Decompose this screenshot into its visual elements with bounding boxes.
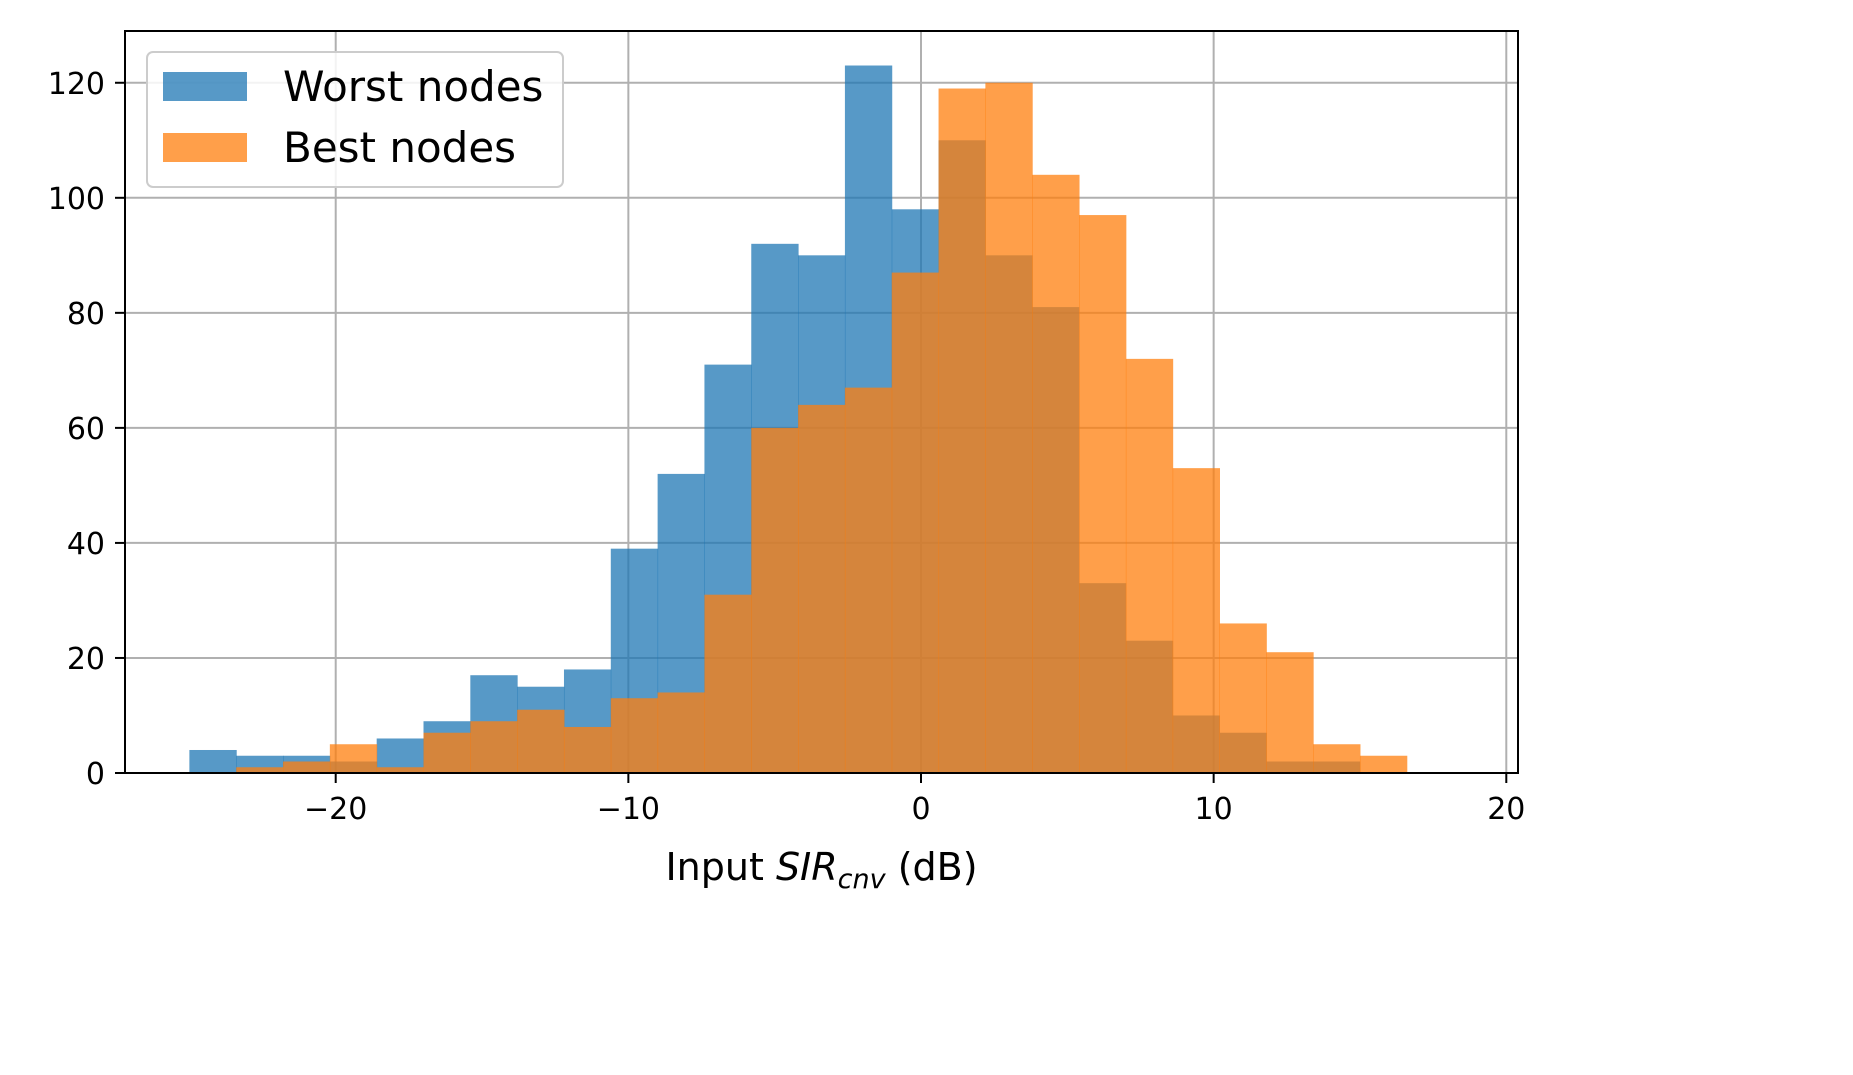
plot-frame <box>124 30 1519 774</box>
worst-nodes-bar-0 <box>189 749 237 773</box>
legend-label-best-nodes: Best nodes <box>283 123 516 172</box>
x-axis-label-main: SIR <box>776 845 838 889</box>
best-nodes-bar-22 <box>1266 652 1314 773</box>
axis-ticks: −20 −10 0 10 20 0 20 40 60 80 100 120 <box>48 67 1526 827</box>
best-nodes-bar-20 <box>1172 468 1220 773</box>
best-nodes-bar-14 <box>891 272 940 773</box>
x-tick-label-4: 20 <box>1487 792 1525 827</box>
best-nodes-bar-3 <box>376 767 424 773</box>
x-axis-label: Input SIRcnv (dB) <box>665 845 977 895</box>
best-nodes-bar-19 <box>1125 358 1174 773</box>
best-nodes-bar-5 <box>470 721 518 773</box>
legend-swatch-best-nodes <box>163 133 247 162</box>
best-nodes-bar-10 <box>704 594 752 773</box>
best-nodes-bar-8 <box>610 698 659 773</box>
legend-label-worst-nodes: Worst nodes <box>283 62 543 111</box>
x-axis-label-suffix: (dB) <box>886 845 978 889</box>
y-tick-label-3: 60 <box>67 412 105 447</box>
legend: Worst nodes Best nodes <box>146 51 564 188</box>
legend-swatch-worst-nodes <box>163 72 247 101</box>
x-tick-label-3: 10 <box>1195 792 1233 827</box>
best-nodes-bar-17 <box>1032 174 1080 773</box>
histogram-bars <box>189 65 1408 774</box>
best-nodes-bar-12 <box>798 404 846 773</box>
x-tick-label-0: −20 <box>304 792 367 827</box>
best-nodes-bar-13 <box>844 387 893 773</box>
y-tick-label-6: 120 <box>48 67 105 102</box>
y-tick-label-1: 20 <box>67 642 105 677</box>
best-nodes-bar-15 <box>938 88 986 773</box>
y-tick-label-5: 100 <box>48 182 105 217</box>
best-nodes-bar-6 <box>517 709 565 773</box>
best-nodes-bar-18 <box>1079 215 1127 773</box>
legend-box <box>146 51 564 188</box>
best-nodes-bar-16 <box>985 82 1033 773</box>
best-nodes-bar-21 <box>1219 623 1267 773</box>
x-axis-label-prefix: Input <box>665 845 775 889</box>
x-tick-label-2: 0 <box>911 792 930 827</box>
x-axis-label-subscript: cnv <box>838 864 887 895</box>
best-nodes-bar-4 <box>423 732 471 773</box>
best-nodes-bar-24 <box>1359 755 1408 773</box>
best-nodes-bar-0 <box>236 767 284 773</box>
best-nodes-bar-2 <box>329 744 378 773</box>
x-tick-label-1: −10 <box>597 792 660 827</box>
y-tick-label-2: 40 <box>67 527 105 562</box>
best-nodes-bar-9 <box>657 692 705 773</box>
best-nodes-bar-23 <box>1313 744 1361 773</box>
best-nodes-bar-7 <box>563 726 612 773</box>
y-tick-label-4: 80 <box>67 297 105 332</box>
best-nodes-bar-1 <box>283 761 331 773</box>
y-tick-label-0: 0 <box>86 757 105 792</box>
best-nodes-bar-11 <box>751 427 799 773</box>
